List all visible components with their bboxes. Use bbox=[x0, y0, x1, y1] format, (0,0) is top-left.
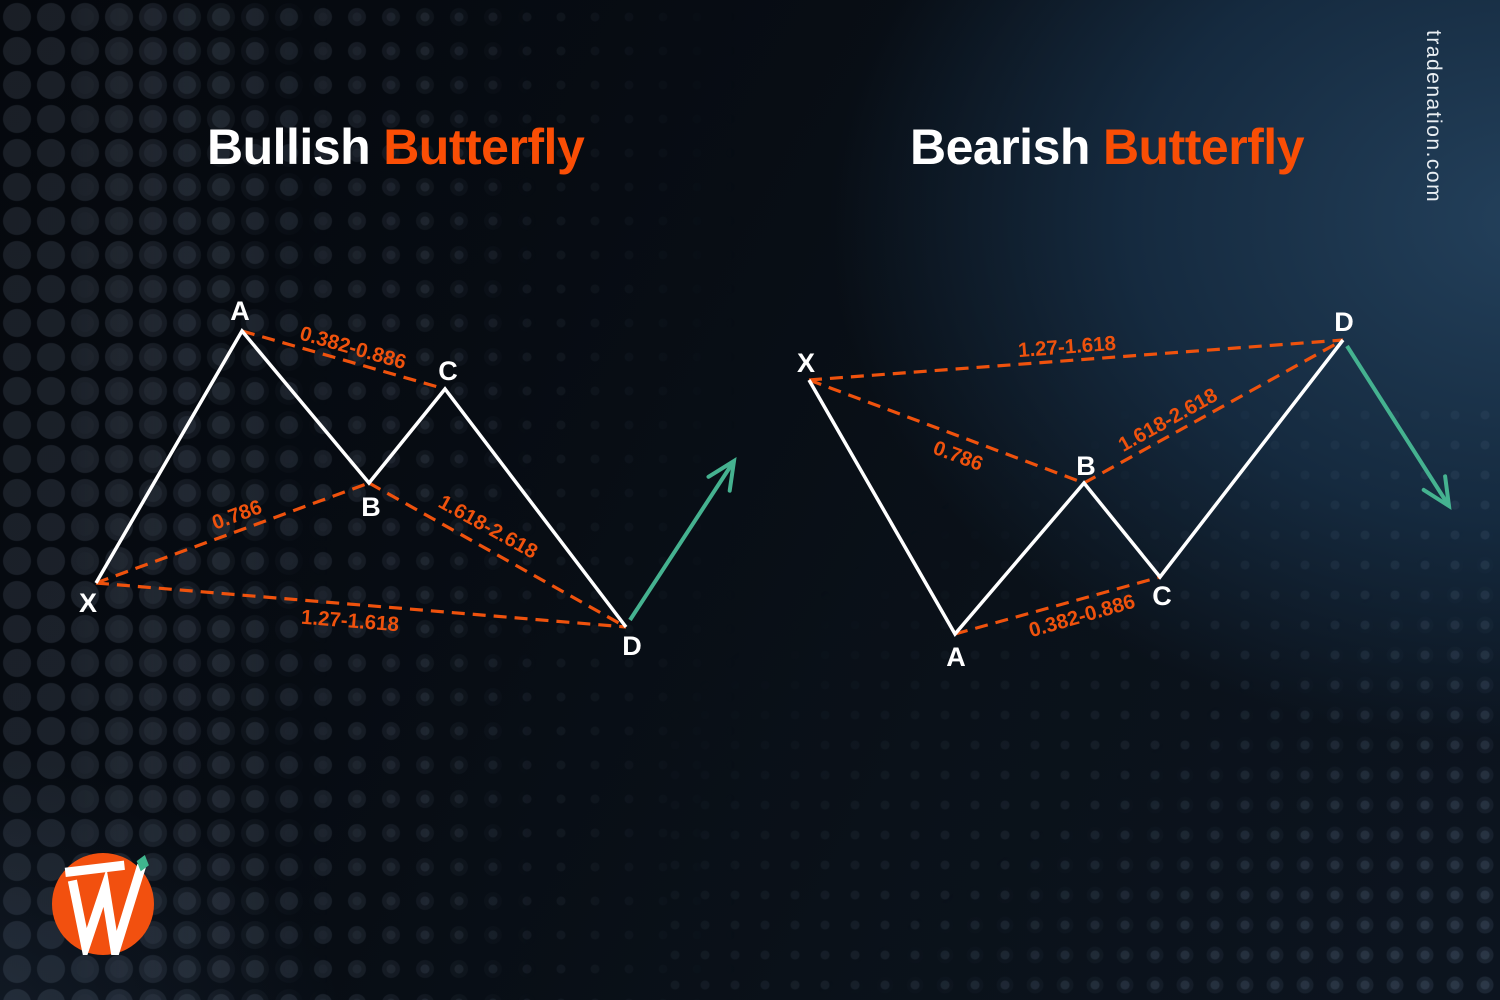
brand-url: tradenation.com bbox=[1422, 30, 1445, 204]
trend-arrow-head-down-icon bbox=[1421, 474, 1452, 510]
logo-n-zigzag bbox=[67, 863, 147, 955]
ratio-line-BD bbox=[1083, 338, 1344, 485]
trend-arrow-head-up-icon bbox=[706, 457, 737, 493]
ratio-label: 1.618-2.618 bbox=[1115, 383, 1222, 456]
trade-nation-logo bbox=[52, 853, 154, 955]
point-label-A: A bbox=[230, 296, 250, 326]
ratio-label: 0.382-0.886 bbox=[297, 322, 409, 374]
ratio-line-XB bbox=[95, 481, 370, 585]
ratio-line-XB bbox=[808, 378, 1085, 485]
ratio-line-XD bbox=[808, 338, 1344, 382]
title-accent-text: Butterfly bbox=[1102, 119, 1305, 175]
title-plain-text: Bullish bbox=[207, 119, 371, 175]
ratio-label: 1.27-1.618 bbox=[1017, 332, 1116, 362]
point-label-C: C bbox=[438, 356, 458, 386]
trend-arrow-shaft bbox=[628, 459, 736, 622]
point-label-B: B bbox=[361, 492, 381, 522]
title-plain-text: Bearish bbox=[910, 119, 1090, 175]
ratio-label: 0.786 bbox=[209, 495, 265, 534]
bearish-butterfly-title: Bearish Butterfly bbox=[910, 119, 1305, 175]
price-path bbox=[807, 338, 1345, 638]
logo-t-bar bbox=[64, 860, 125, 877]
price-path bbox=[94, 327, 628, 629]
title-accent-text: Butterfly bbox=[383, 119, 585, 175]
bullish-butterfly-title: Bullish Butterfly bbox=[207, 119, 585, 175]
point-label-X: X bbox=[797, 348, 815, 378]
ratio-line-AC bbox=[954, 575, 1161, 636]
point-label-X: X bbox=[79, 588, 97, 618]
trend-arrow-shaft bbox=[1345, 344, 1451, 508]
ratio-line-BD bbox=[368, 481, 627, 629]
point-label-D: D bbox=[622, 631, 642, 661]
ratio-line-AC bbox=[241, 329, 446, 391]
point-label-C: C bbox=[1152, 581, 1172, 611]
logo-diamond-icon bbox=[136, 855, 149, 872]
point-label-A: A bbox=[946, 642, 966, 672]
ratio-line-XD bbox=[95, 581, 627, 629]
ratio-label: 1.27-1.618 bbox=[300, 606, 400, 637]
point-label-D: D bbox=[1334, 307, 1354, 337]
point-label-B: B bbox=[1076, 451, 1096, 481]
